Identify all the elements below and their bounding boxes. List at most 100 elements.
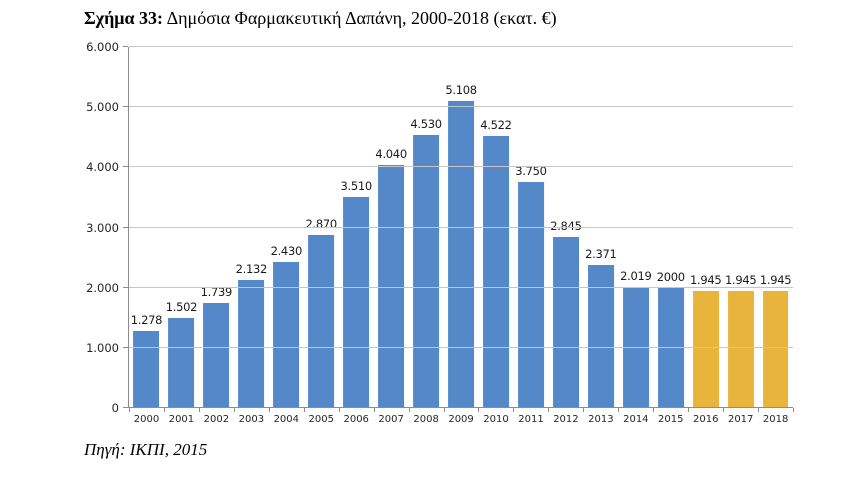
bar-2010 — [483, 135, 509, 408]
x-axis-tick — [723, 408, 725, 412]
bar-slot-2017: 1.945 — [723, 47, 758, 408]
x-axis-tick — [548, 408, 550, 412]
y-axis-tick-label: 3.000 — [86, 220, 119, 235]
bar-value-label-2013: 2.371 — [585, 247, 617, 262]
x-axis-line — [129, 407, 793, 408]
bar-value-label-2014: 2.019 — [620, 268, 652, 283]
bars-container: 1.278 1.502 1.739 2.132 2.430 2.870 3.510 4.040… — [129, 47, 793, 408]
bar-slot-2007: 4.040 — [374, 47, 409, 408]
x-axis-label-2003: 2003 — [238, 414, 265, 425]
x-axis-label-2000: 2000 — [133, 414, 160, 425]
bar-value-label-2009: 5.108 — [445, 82, 477, 97]
x-axis-label-2014: 2014 — [623, 414, 649, 425]
gridline — [129, 46, 793, 47]
bar-value-label-2011: 3.750 — [515, 164, 547, 179]
bar-value-label-2008: 4.530 — [410, 117, 442, 132]
bar-slot-2015: 2000 — [653, 47, 688, 408]
bar-slot-2012: 2.845 — [548, 47, 583, 408]
x-axis-tick — [478, 408, 480, 412]
bar-value-label-2002: 1.739 — [200, 285, 233, 300]
bar-value-label-2005: 2.870 — [305, 217, 338, 232]
bar-slot-2005: 2.870 — [304, 47, 339, 408]
bar-slot-2008: 4.530 — [409, 47, 444, 408]
x-axis-labels: 2000 2001 2002 2003 2004 2005 2006 2007 2008 2009… — [129, 414, 793, 425]
x-axis-tick — [408, 408, 410, 412]
bar-2006 — [343, 196, 370, 408]
bar-2007 — [378, 164, 405, 408]
bar-slot-2016: 1.945 — [688, 47, 723, 408]
x-axis-tick — [268, 408, 270, 412]
bar-2018 — [762, 291, 789, 408]
bar-2000 — [133, 331, 160, 408]
bar-value-label-2010: 4.522 — [480, 117, 512, 132]
x-axis-tick — [163, 408, 165, 412]
gridline — [129, 166, 793, 168]
bar-2012 — [552, 236, 579, 408]
bar-value-label-2015: 2000 — [656, 269, 685, 284]
bar-2004 — [273, 261, 300, 408]
bar-slot-2013: 2.371 — [583, 47, 618, 408]
bar-slot-2002: 1.739 — [199, 47, 234, 408]
x-axis-tick — [338, 408, 340, 412]
y-axis-tick-label: 4.000 — [86, 160, 119, 175]
x-axis-tick — [583, 408, 585, 412]
x-axis-label-2018: 2018 — [762, 414, 789, 425]
y-axis-tick — [123, 226, 128, 228]
chart-title: Σχήμα 33: Δημόσια Φαρμακευτική Δαπάνη, 2… — [84, 8, 557, 29]
y-axis-tick-label: 1.000 — [86, 340, 119, 355]
x-axis-label-2006: 2006 — [343, 414, 369, 425]
bar-slot-2011: 3.750 — [513, 47, 548, 408]
bar-2002 — [203, 303, 230, 408]
x-axis-label-2008: 2008 — [413, 414, 439, 425]
x-axis-label-2015: 2015 — [658, 414, 684, 425]
x-axis-tick — [303, 408, 305, 412]
bar-slot-2010: 4.522 — [479, 47, 514, 408]
gridline — [129, 226, 793, 228]
gridline — [129, 106, 793, 108]
bar-value-label-2012: 2.845 — [550, 218, 582, 233]
y-axis-tick-label: 5.000 — [86, 100, 119, 115]
chart-title-text: Δημόσια Φαρμακευτική Δαπάνη, 2000-2018 (… — [163, 8, 557, 28]
bar-2005 — [308, 235, 335, 408]
bar-slot-2018: 1.945 — [758, 47, 793, 408]
bar-2015 — [657, 287, 684, 408]
y-axis-tick — [123, 286, 128, 288]
y-axis-tick — [123, 407, 128, 408]
x-axis-label-2011: 2011 — [518, 414, 544, 425]
bar-slot-2009: 5.108 — [444, 47, 479, 408]
bar-value-label-2018: 1.945 — [759, 273, 792, 287]
bar-2008 — [413, 135, 440, 408]
bar-value-label-2007: 4.040 — [375, 146, 407, 161]
gridline — [129, 286, 793, 288]
x-axis-tick — [618, 408, 620, 412]
x-axis-tick — [793, 408, 794, 412]
x-axis-label-2004: 2004 — [273, 414, 300, 425]
bar-slot-2004: 2.430 — [269, 47, 304, 408]
x-axis-label-2016: 2016 — [693, 414, 719, 425]
bar-slot-2001: 1.502 — [164, 47, 199, 408]
y-axis-tick — [123, 46, 128, 47]
x-axis-tick — [198, 408, 200, 412]
x-axis-label-2013: 2013 — [588, 414, 614, 425]
bar-2003 — [238, 279, 265, 408]
source-note: Πηγή: ΙΚΠΙ, 2015 — [84, 440, 208, 459]
x-axis-tick — [513, 408, 515, 412]
bar-2013 — [587, 265, 614, 408]
bar-value-label-2001: 1.502 — [165, 299, 198, 314]
x-axis-label-2012: 2012 — [553, 414, 579, 425]
plot-area: 1.278 1.502 1.739 2.132 2.430 2.870 3.510 4.040… — [86, 40, 794, 415]
x-axis-label-2002: 2002 — [203, 414, 230, 425]
chart-title-prefix: Σχήμα 33: — [84, 8, 164, 28]
x-axis-label-2010: 2010 — [483, 414, 509, 425]
x-axis-tick — [233, 408, 235, 412]
x-axis-tick — [688, 408, 690, 412]
y-axis-tick-label: 0 — [111, 401, 119, 415]
bar-value-label-2017: 1.945 — [724, 273, 757, 287]
bar-slot-2000: 1.278 — [129, 47, 164, 408]
x-axis-label-2017: 2017 — [727, 414, 754, 425]
bar-value-label-2016: 1.945 — [690, 273, 722, 287]
x-axis-label-2001: 2001 — [168, 414, 195, 425]
bar-2009 — [448, 100, 474, 408]
bar-value-label-2004: 2.430 — [270, 243, 303, 258]
